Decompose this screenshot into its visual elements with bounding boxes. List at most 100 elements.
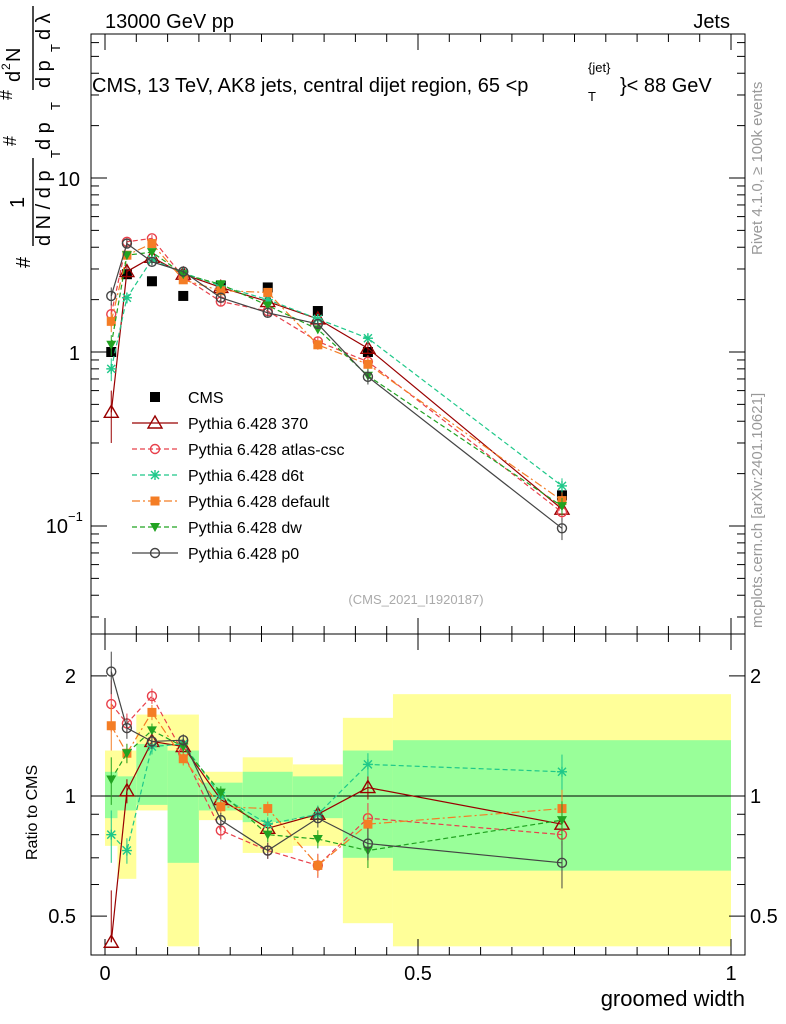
analysis-id: (CMS_2021_I1920187) xyxy=(348,592,483,607)
point-default xyxy=(106,316,116,326)
xtick-label-0: 0 xyxy=(99,963,110,985)
ratio-tick-label-right-1: 1 xyxy=(750,786,761,808)
point-dw xyxy=(215,280,226,290)
point-dw xyxy=(146,248,157,258)
ylabel-dlambda: d λ xyxy=(33,13,55,40)
ratio-point-d6t xyxy=(121,845,132,856)
ratio-point-p0 xyxy=(106,666,117,677)
legend-marker-default xyxy=(150,496,160,506)
legend-label-370: Pythia 6.428 370 xyxy=(188,416,308,433)
point-default xyxy=(147,239,157,249)
axis-ticks xyxy=(91,34,745,955)
point-dw xyxy=(262,301,273,311)
ratio-point-default xyxy=(313,860,323,870)
point-p0 xyxy=(312,318,324,330)
legend-entry-dw: Pythia 6.428 dw xyxy=(188,520,302,537)
rivet-note: Rivet 4.1.0, ≥ 100k events xyxy=(749,82,766,255)
ratio-point-dw xyxy=(556,816,567,826)
series-p0 xyxy=(106,238,568,541)
star-stroke xyxy=(106,364,116,374)
line-dw xyxy=(110,251,563,507)
point-p0 xyxy=(121,238,133,249)
ratio-point-dw xyxy=(146,726,157,736)
ratio-tick-label-0p5: 0.5 xyxy=(48,906,76,928)
ylabel-dn-dpt: d N / d p xyxy=(33,170,55,246)
point-p0 xyxy=(178,266,189,277)
ratio-point-dw xyxy=(312,835,323,845)
point-p0 xyxy=(215,292,227,303)
point-default xyxy=(363,359,373,369)
ratio-point-default xyxy=(106,721,116,731)
star-stroke xyxy=(106,830,116,840)
ratio-point-p370 xyxy=(103,933,120,948)
point-dw xyxy=(106,340,117,350)
point-CMS xyxy=(262,282,273,293)
point-p0 xyxy=(362,371,374,383)
plot-title: CMS, 13 TeV, AK8 jets, central dijet reg… xyxy=(92,60,712,104)
ratio-point-dw xyxy=(215,788,226,798)
ratio-tick-label-right-2: 2 xyxy=(750,666,761,688)
legend-label-p0: Pythia 6.428 p0 xyxy=(188,546,299,563)
legend-marker-atlas xyxy=(149,443,161,455)
legend-entry-default: Pythia 6.428 default xyxy=(188,494,330,511)
point-p370 xyxy=(359,339,377,355)
star-stroke xyxy=(122,293,132,303)
ytick-label-0p1: 10 xyxy=(46,516,68,538)
point-CMS xyxy=(178,290,189,301)
point-p0 xyxy=(146,256,158,267)
legend-label-atlas: Pythia 6.428 atlas-csc xyxy=(188,442,345,459)
ratio-point-p0 xyxy=(215,814,227,826)
ytick-label-10: 10 xyxy=(58,169,80,191)
category-label: Jets xyxy=(693,11,730,33)
point-d6t xyxy=(106,363,117,374)
x-axis-label: groomed width xyxy=(601,986,745,1011)
ratio-line-dw xyxy=(110,729,563,852)
ratio-point-dw xyxy=(262,830,273,840)
ratio-point-p0 xyxy=(178,734,189,746)
line-p0 xyxy=(110,242,563,529)
ratio-point-p0 xyxy=(556,857,568,869)
ratio-point-dw xyxy=(121,749,132,759)
ylabel-hash-1: # xyxy=(13,256,35,268)
ylabel-t3: T xyxy=(48,44,63,52)
xtick-label-1: 1 xyxy=(725,963,736,985)
ytick-label-0p1-exp: −1 xyxy=(68,509,83,524)
band-green-3 xyxy=(167,750,199,863)
ratio-tick-label-1: 1 xyxy=(65,786,76,808)
ylabel-dp2: d p xyxy=(33,60,55,88)
legend-marker-dw xyxy=(150,523,160,532)
ylabel-t2: T xyxy=(48,102,63,110)
top-series xyxy=(103,233,571,541)
ylabel-dp: d p xyxy=(33,122,55,150)
ratio-point-p0 xyxy=(312,812,324,824)
ratio-point-d6t xyxy=(106,829,117,840)
point-d6t xyxy=(121,292,132,303)
ratio-point-default xyxy=(216,802,226,812)
legend-marker-p370 xyxy=(146,414,164,429)
legend-label-d6t: Pythia 6.428 d6t xyxy=(188,468,304,485)
title-subscript: T xyxy=(588,89,596,104)
ratio-point-p0 xyxy=(121,722,133,734)
star-stroke xyxy=(557,481,567,491)
legend-entry-370: Pythia 6.428 370 xyxy=(188,416,308,433)
star-stroke xyxy=(557,767,567,777)
ylabel-d2: d xyxy=(3,71,25,82)
legend-label-default: Pythia 6.428 default xyxy=(188,494,330,511)
legend-entry-atlas: Pythia 6.428 atlas-csc xyxy=(188,442,345,459)
ratio-point-p370 xyxy=(118,782,136,797)
ratio-point-dw xyxy=(106,775,117,785)
legend-entry-p0: Pythia 6.428 p0 xyxy=(188,546,299,563)
title-superscript: {jet} xyxy=(588,60,611,75)
legend: CMS Pythia 6.428 370 Pythia 6.428 atlas-… xyxy=(132,390,345,563)
point-default xyxy=(178,275,188,285)
mcplots-note: mcplots.cern.ch [arXiv:2401.10621] xyxy=(749,393,766,628)
point-dw xyxy=(556,502,567,512)
ratio-point-default xyxy=(178,754,188,764)
point-default xyxy=(313,340,323,350)
star-stroke xyxy=(122,846,132,856)
point-p0 xyxy=(556,523,568,534)
ratio-point-d6t xyxy=(362,759,373,770)
legend-marker-p0 xyxy=(149,547,161,559)
energy-label: 13000 GeV pp xyxy=(105,11,234,33)
title-end: }< 88 GeV xyxy=(620,75,712,97)
